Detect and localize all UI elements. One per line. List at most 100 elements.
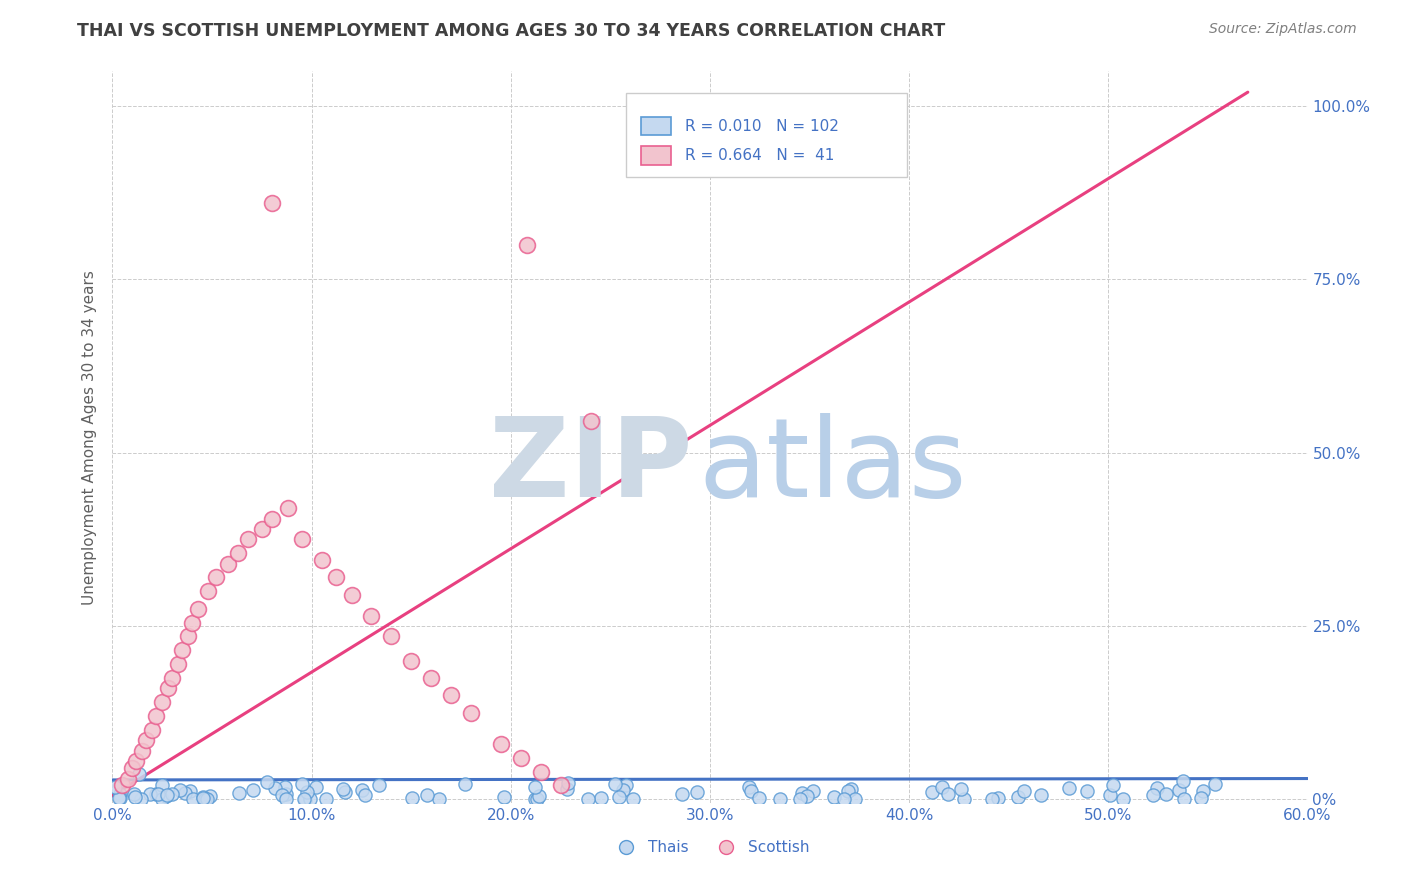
Point	[950, 782, 973, 797]
Point	[1204, 777, 1226, 791]
Point	[325, 570, 347, 584]
Point	[748, 790, 770, 805]
Point	[277, 501, 299, 516]
Point	[614, 778, 637, 792]
Point	[1173, 792, 1195, 806]
Point	[1012, 784, 1035, 798]
Point	[195, 792, 218, 806]
Point	[294, 792, 316, 806]
Point	[401, 654, 423, 668]
Point	[305, 780, 328, 794]
Point	[181, 615, 204, 630]
Point	[931, 780, 953, 795]
Point	[150, 695, 173, 709]
Point	[242, 782, 264, 797]
Point	[1154, 787, 1177, 801]
Point	[1173, 774, 1195, 789]
Point	[671, 787, 693, 801]
Point	[292, 792, 315, 806]
Point	[460, 706, 482, 720]
Point	[162, 787, 184, 801]
Point	[509, 750, 531, 764]
Point	[605, 777, 627, 791]
Point	[492, 790, 515, 805]
Point	[686, 785, 709, 799]
Point	[792, 786, 814, 800]
Point	[936, 788, 959, 802]
Point	[194, 792, 217, 806]
Point	[530, 764, 553, 779]
Point	[454, 777, 477, 791]
Point	[298, 792, 321, 806]
Point	[256, 775, 278, 789]
Point	[145, 787, 167, 801]
Point	[129, 792, 152, 806]
Point	[738, 780, 761, 794]
Point	[952, 792, 974, 806]
Point	[523, 792, 546, 806]
Point	[169, 783, 191, 797]
Point	[117, 772, 139, 786]
Point	[167, 657, 190, 672]
Point	[1029, 789, 1052, 803]
Point	[832, 792, 855, 806]
Point	[401, 790, 423, 805]
Point	[276, 787, 298, 801]
Point	[146, 787, 169, 801]
FancyBboxPatch shape	[641, 146, 671, 165]
Point	[217, 557, 239, 571]
Point	[579, 415, 602, 429]
Point	[823, 790, 845, 805]
Point	[124, 789, 146, 804]
Point	[1146, 781, 1168, 796]
Point	[516, 237, 538, 252]
Point	[108, 787, 131, 801]
Point	[128, 766, 150, 780]
Text: R = 0.010   N = 102: R = 0.010 N = 102	[685, 119, 839, 134]
Point	[150, 778, 173, 792]
Point	[315, 792, 337, 806]
Point	[354, 788, 377, 802]
Point	[145, 709, 167, 723]
Point	[121, 761, 143, 775]
Point	[740, 784, 762, 798]
Point	[557, 782, 579, 797]
Point	[157, 681, 180, 696]
Point	[576, 792, 599, 806]
Point	[198, 789, 221, 803]
Text: THAI VS SCOTTISH UNEMPLOYMENT AMONG AGES 30 TO 34 YEARS CORRELATION CHART: THAI VS SCOTTISH UNEMPLOYMENT AMONG AGES…	[77, 22, 946, 40]
Point	[621, 792, 644, 806]
Point	[612, 782, 634, 797]
Point	[141, 723, 163, 737]
Point	[250, 522, 273, 536]
Point	[125, 754, 148, 768]
Point	[801, 784, 824, 798]
Point	[1059, 780, 1081, 795]
Point	[155, 789, 177, 803]
Point	[108, 791, 131, 805]
Point	[181, 792, 204, 806]
Y-axis label: Unemployment Among Ages 30 to 34 years: Unemployment Among Ages 30 to 34 years	[82, 269, 97, 605]
Point	[179, 783, 201, 797]
Point	[311, 553, 333, 567]
Point	[274, 780, 297, 795]
Point	[427, 792, 450, 806]
Point	[197, 584, 219, 599]
Point	[1192, 784, 1215, 798]
Point	[350, 782, 373, 797]
Point	[191, 789, 214, 804]
Point	[295, 785, 318, 799]
Point	[557, 776, 579, 790]
Point	[156, 789, 179, 803]
Point	[844, 792, 866, 806]
Point	[122, 787, 145, 801]
Point	[1189, 790, 1212, 805]
Point	[173, 786, 195, 800]
Point	[191, 790, 214, 805]
Point	[187, 601, 209, 615]
Point	[274, 792, 297, 806]
Point	[981, 792, 1004, 806]
Point	[839, 782, 862, 797]
Point	[135, 733, 157, 747]
Point	[104, 780, 127, 794]
